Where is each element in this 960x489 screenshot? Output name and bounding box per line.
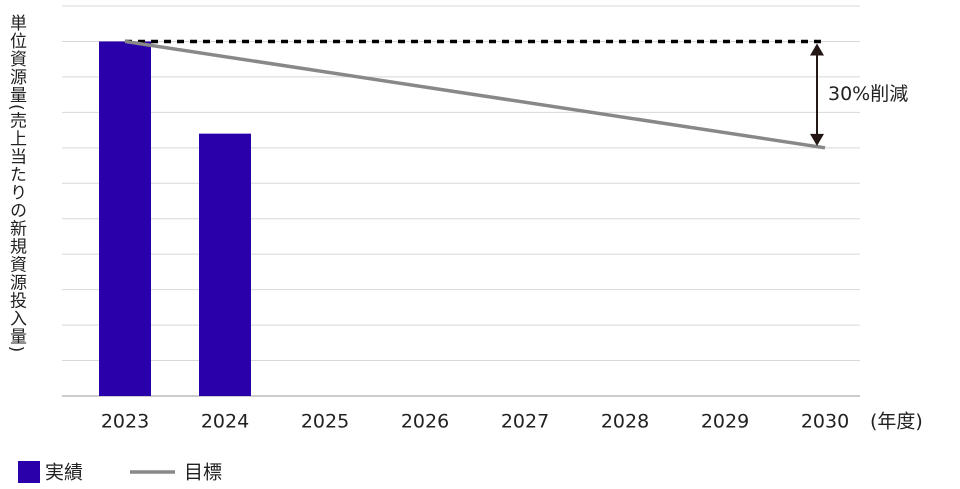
- x-tick-label: 2026: [401, 411, 449, 433]
- x-tick-label: 2029: [701, 411, 749, 433]
- x-tick-label: 2030: [801, 411, 849, 433]
- x-tick-label: 2028: [601, 411, 649, 433]
- target-line: [124, 39, 826, 150]
- y-axis-label: 単位資源量(売上当たりの新規資源投入量): [6, 14, 26, 354]
- bar: [199, 133, 251, 397]
- legend-label: 実績: [45, 462, 83, 484]
- x-tick-label: 2023: [101, 411, 149, 433]
- legend-swatch: [18, 461, 40, 483]
- annotation-text: 30%削減: [828, 83, 908, 105]
- legend-label: 目標: [184, 462, 222, 484]
- x-unit: (年度): [870, 411, 923, 433]
- x-tick-label: 2024: [201, 411, 249, 433]
- x-tick-label: 2027: [501, 411, 549, 433]
- bar: [99, 41, 151, 397]
- arrow-head: [810, 133, 824, 146]
- x-tick-label: 2025: [301, 411, 349, 433]
- arrow-head: [810, 43, 824, 56]
